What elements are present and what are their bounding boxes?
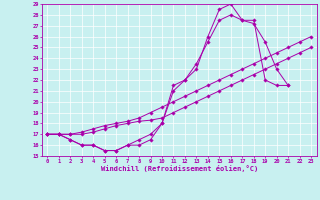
X-axis label: Windchill (Refroidissement éolien,°C): Windchill (Refroidissement éolien,°C) <box>100 165 258 172</box>
